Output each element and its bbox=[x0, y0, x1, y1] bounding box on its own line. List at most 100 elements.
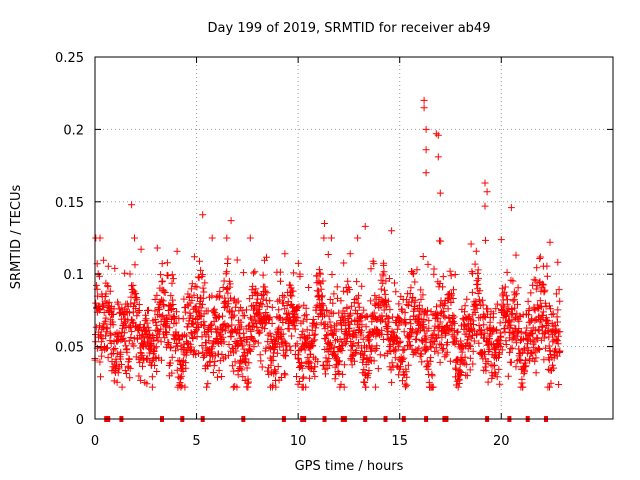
data-point bbox=[515, 317, 523, 325]
data-point bbox=[214, 314, 222, 322]
data-point bbox=[128, 201, 136, 209]
data-point bbox=[266, 297, 274, 305]
data-point bbox=[422, 345, 430, 353]
data-point bbox=[469, 332, 476, 340]
data-point bbox=[396, 317, 404, 325]
data-point bbox=[514, 329, 522, 337]
data-point bbox=[247, 347, 254, 355]
data-point bbox=[430, 338, 438, 346]
data-point bbox=[450, 313, 458, 321]
data-point bbox=[345, 319, 352, 327]
data-point bbox=[531, 306, 539, 314]
data-point bbox=[151, 344, 159, 352]
y-tick-label: 0.1 bbox=[63, 268, 84, 283]
data-point bbox=[118, 361, 125, 368]
data-point bbox=[117, 348, 125, 356]
data-point bbox=[507, 345, 515, 353]
data-point bbox=[144, 354, 152, 362]
data-point bbox=[263, 289, 271, 297]
data-point bbox=[555, 381, 563, 388]
data-point bbox=[199, 284, 207, 292]
data-point bbox=[272, 340, 280, 348]
data-point bbox=[303, 315, 311, 323]
data-point bbox=[142, 315, 150, 323]
data-point bbox=[550, 364, 558, 372]
data-point bbox=[484, 378, 492, 386]
data-point bbox=[489, 362, 497, 370]
x-tick-label: 20 bbox=[493, 434, 510, 449]
data-point bbox=[258, 363, 266, 371]
data-point bbox=[333, 283, 341, 291]
data-point bbox=[184, 323, 192, 331]
data-point bbox=[159, 277, 167, 285]
data-point bbox=[475, 322, 483, 330]
data-point bbox=[311, 363, 319, 371]
data-point bbox=[229, 313, 237, 321]
data-point bbox=[490, 345, 498, 353]
data-point bbox=[472, 247, 480, 255]
data-point bbox=[540, 334, 548, 342]
data-point bbox=[220, 338, 228, 346]
data-point bbox=[164, 272, 172, 280]
data-point bbox=[117, 355, 125, 363]
data-point bbox=[538, 280, 546, 288]
data-point bbox=[495, 365, 503, 373]
data-point bbox=[254, 339, 262, 347]
data-point bbox=[439, 283, 447, 291]
data-point bbox=[556, 347, 564, 355]
data-point bbox=[543, 272, 551, 280]
data-point bbox=[468, 288, 476, 296]
data-point bbox=[132, 290, 140, 297]
data-point bbox=[511, 304, 519, 312]
data-point bbox=[114, 369, 122, 377]
data-point bbox=[203, 383, 211, 391]
data-point bbox=[515, 345, 523, 353]
data-point bbox=[370, 309, 378, 317]
data-point bbox=[447, 299, 455, 306]
data-point bbox=[262, 309, 270, 316]
data-point bbox=[431, 347, 439, 355]
data-point bbox=[218, 326, 226, 334]
data-point bbox=[120, 329, 128, 337]
data-point bbox=[404, 361, 412, 369]
data-point bbox=[407, 320, 415, 328]
data-point bbox=[216, 357, 224, 365]
data-point bbox=[256, 309, 264, 317]
data-point bbox=[324, 322, 332, 330]
data-point bbox=[311, 372, 319, 380]
data-point bbox=[475, 297, 483, 305]
data-point bbox=[401, 309, 409, 317]
x-tick-label: 15 bbox=[391, 434, 408, 449]
data-point bbox=[475, 339, 483, 347]
data-point bbox=[373, 342, 381, 350]
data-point bbox=[154, 336, 162, 344]
data-point bbox=[436, 189, 444, 197]
data-point bbox=[246, 341, 254, 349]
data-point bbox=[172, 319, 180, 327]
data-point bbox=[146, 349, 154, 357]
data-point bbox=[174, 342, 182, 350]
data-point bbox=[225, 351, 233, 359]
data-point bbox=[96, 358, 104, 366]
data-point bbox=[199, 271, 207, 279]
data-point bbox=[315, 278, 323, 286]
data-point bbox=[361, 379, 369, 386]
data-point bbox=[482, 236, 489, 244]
data-point bbox=[556, 297, 564, 305]
data-point bbox=[227, 327, 235, 335]
data-point bbox=[274, 297, 282, 305]
data-point bbox=[535, 344, 542, 352]
data-point bbox=[261, 283, 269, 291]
data-point bbox=[300, 373, 308, 381]
data-point bbox=[194, 308, 202, 316]
data-point bbox=[461, 353, 469, 361]
data-point bbox=[199, 353, 207, 361]
data-point bbox=[234, 341, 242, 349]
data-point bbox=[471, 309, 479, 316]
data-point bbox=[534, 334, 542, 342]
data-point bbox=[517, 337, 524, 345]
data-point bbox=[348, 361, 356, 369]
data-point bbox=[454, 383, 462, 391]
data-point bbox=[536, 297, 544, 305]
data-point bbox=[481, 179, 489, 187]
